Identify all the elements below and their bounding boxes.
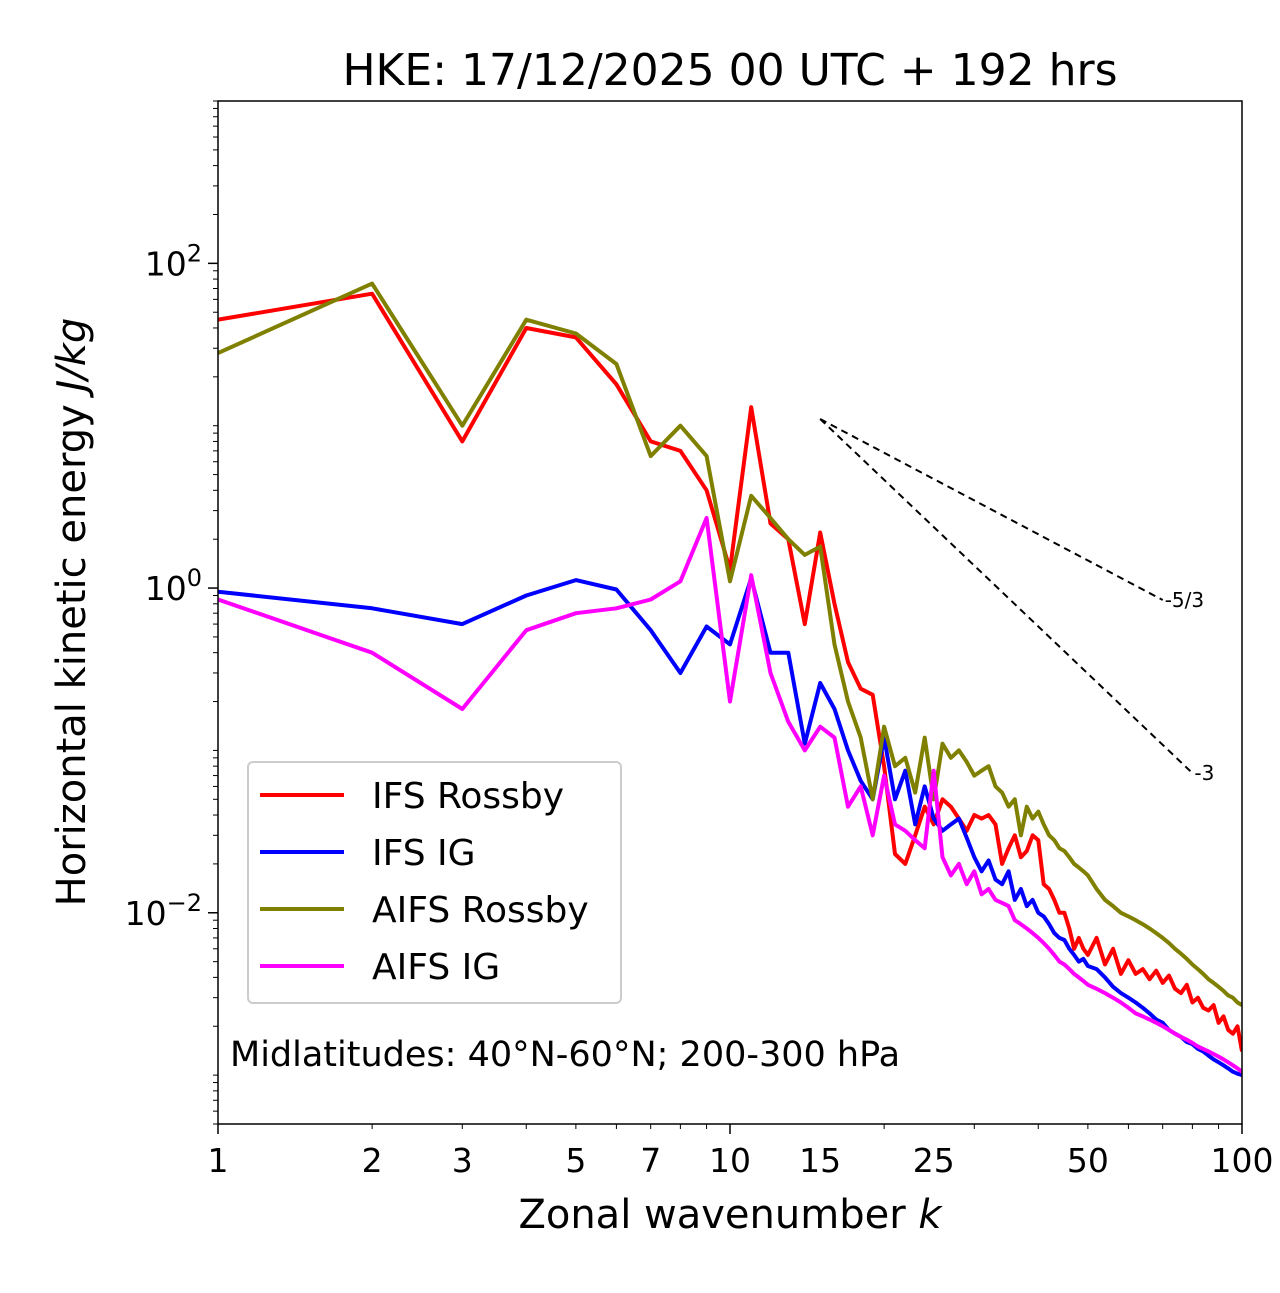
x-axis-label-var: k [918,1192,943,1238]
x-tick-label: 15 [799,1141,841,1180]
y-axis-label: Horizontal kinetic energy J/kg [49,318,95,907]
reference-line-label: -3 [1194,761,1214,785]
legend-label: AIFS IG [372,947,500,988]
region-annotation: Midlatitudes: 40°N-60°N; 200-300 hPa [230,1035,900,1075]
x-tick-label: 5 [565,1141,586,1180]
x-axis-label-text: Zonal wavenumber [518,1192,918,1238]
y-tick-label: 100 [145,564,202,608]
y-axis-label-unit: J/kg [49,318,95,399]
reference-line-label: -5/3 [1165,588,1204,612]
legend-label: IFS Rossby [372,776,564,817]
x-tick-label: 2 [362,1141,383,1180]
series-line-aifs-rossby [218,281,1242,1007]
x-tick-label: 25 [913,1141,955,1180]
series-lines [218,281,1242,1078]
series-line-aifs-ig [218,516,1242,1074]
x-tick-label: 50 [1067,1141,1109,1180]
y-axis-ticks: 102 100 10−2 [125,100,218,1125]
x-tick-label: 1 [208,1141,229,1180]
legend-label: IFS IG [372,833,476,874]
plot-frame [217,100,1243,1125]
y-tick-label: 10−2 [125,889,202,933]
series-line-ifs-rossby [218,291,1242,1052]
x-axis-label: Zonal wavenumber k [518,1192,943,1238]
reference-line [819,418,1194,774]
x-tick-label: 100 [1211,1141,1274,1180]
y-axis-label-text: Horizontal kinetic energy [49,392,95,907]
legend-frame [247,761,622,1004]
x-tick-label: 10 [709,1141,751,1180]
x-axis-ticks: 1 2 3 5 7 10 15 25 50 100 [208,1124,1274,1180]
x-tick-label: 3 [452,1141,473,1180]
y-tick-label: 102 [145,239,202,283]
chart-title: HKE: 17/12/2025 00 UTC + 192 hrs [342,45,1117,96]
legend-label: AIFS Rossby [372,890,589,931]
reference-line [819,418,1164,601]
legend: IFS Rossby IFS IG AIFS Rossby AIFS IG [247,761,622,1004]
x-tick-label: 7 [640,1141,661,1180]
reference-slope-lines: -5/3 -3 [819,418,1214,785]
